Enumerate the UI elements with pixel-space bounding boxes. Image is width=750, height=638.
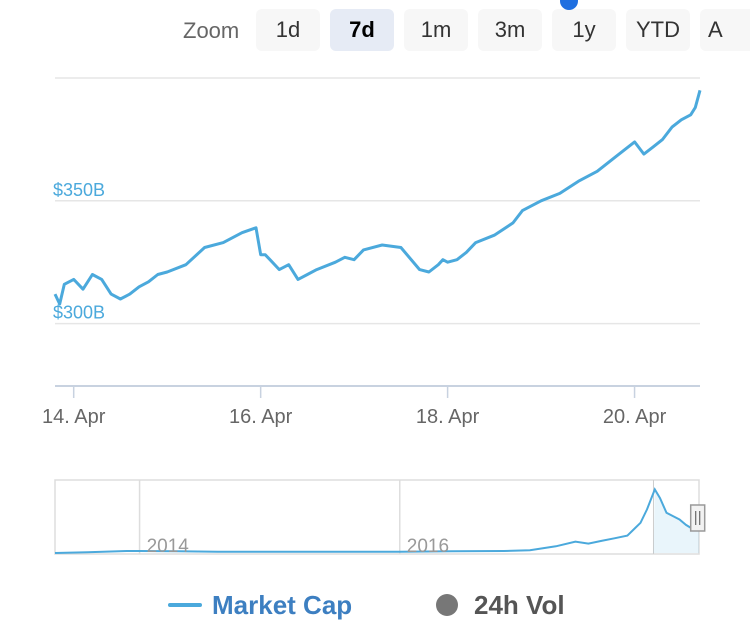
- navigator-grid: [138, 480, 654, 554]
- range-selector: Zoom 1d 7d 1m 3m 1y YTD A: [0, 0, 750, 60]
- navigator-line: [54, 487, 700, 554]
- x-tick-label: 16. Apr: [229, 406, 293, 428]
- zoom-all-button[interactable]: A: [700, 9, 750, 51]
- x-axis-ticks: 14. Apr 16. Apr 18. Apr 20. Apr: [42, 386, 667, 428]
- legend-item-24h-vol[interactable]: 24h Vol: [436, 585, 565, 625]
- market-cap-line[interactable]: [53, 89, 702, 306]
- zoom-1m-button[interactable]: 1m: [404, 9, 468, 51]
- y-axis-ticks: $300B $350B: [53, 180, 105, 323]
- market-cap-chart: 14. Apr 16. Apr 18. Apr 20. Apr $300B $350B: [42, 77, 702, 428]
- navigator-chart[interactable]: 2014 2016: [0, 470, 750, 570]
- x-tick-label: 14. Apr: [42, 406, 106, 428]
- navigator-handle-grip[interactable]: [689, 504, 706, 532]
- x-tick-label: 18. Apr: [416, 406, 480, 428]
- legend-item-market-cap[interactable]: Market Cap: [168, 585, 352, 625]
- navigator-tick-label: 2014: [147, 536, 190, 557]
- legend-dot-icon: [436, 594, 458, 616]
- zoom-label: Zoom: [183, 18, 240, 43]
- navigator-tick-label: 2016: [407, 536, 449, 557]
- legend: Market Cap 24h Vol: [0, 585, 750, 625]
- zoom-ytd-button[interactable]: YTD: [626, 9, 690, 51]
- zoom-3m-button[interactable]: 3m: [478, 9, 542, 51]
- x-tick-label: 20. Apr: [603, 406, 667, 428]
- navigator-handle[interactable]: [689, 504, 706, 532]
- y-tick-label: $350B: [53, 180, 105, 200]
- legend-label: 24h Vol: [474, 589, 565, 620]
- y-tick-label: $300B: [53, 303, 105, 323]
- zoom-1d-button[interactable]: 1d: [256, 9, 320, 51]
- legend-line-icon: [168, 603, 202, 607]
- navigator-ticks: 2014 2016: [147, 536, 449, 557]
- legend-label: Market Cap: [212, 589, 353, 620]
- zoom-1y-button[interactable]: 1y: [552, 9, 616, 51]
- grid-lines: [55, 77, 700, 325]
- navigator-area: [653, 489, 699, 553]
- zoom-7d-button[interactable]: 7d: [330, 9, 394, 51]
- scroll-indicator-dot: [560, 0, 578, 10]
